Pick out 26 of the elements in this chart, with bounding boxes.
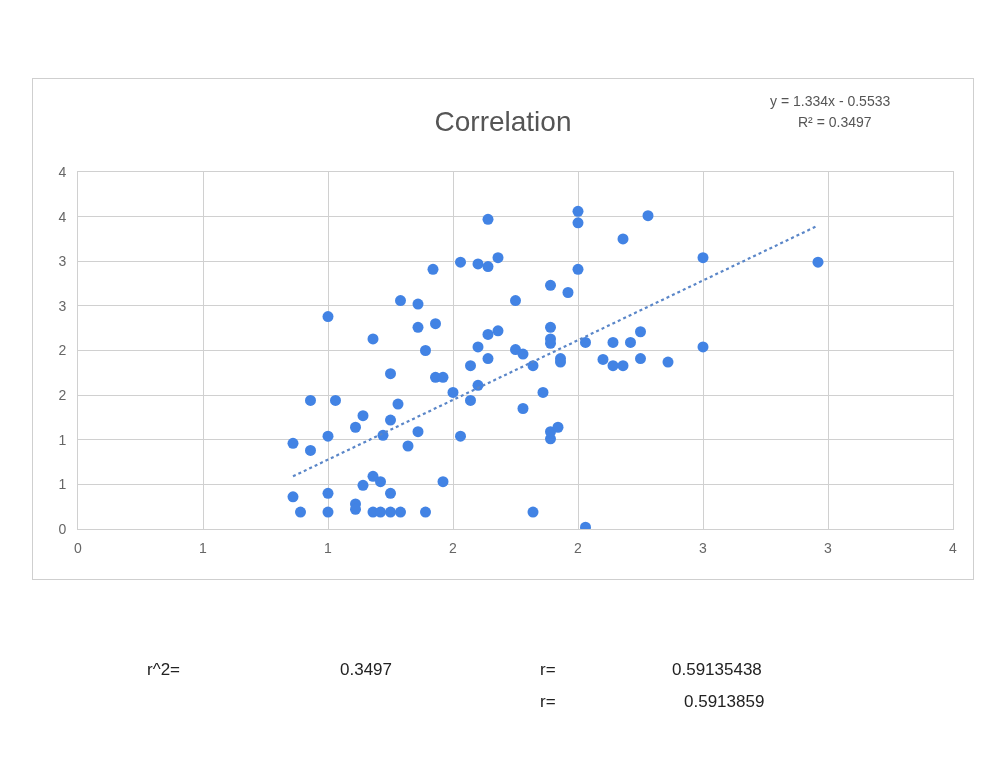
- text: y = 1.334x - 0.5533: [770, 93, 891, 109]
- x-tick-label: 1: [324, 539, 333, 556]
- text: R² = 0.3497: [798, 114, 872, 130]
- x-tick-label: 2: [574, 539, 583, 556]
- text: 0.5913859: [684, 692, 765, 712]
- x-tick-label: 4: [949, 539, 958, 556]
- text: 0.59135438: [672, 660, 762, 680]
- y-tick-label: 4: [58, 208, 67, 225]
- x-tick-label: 0: [74, 539, 83, 556]
- y-tick-label: 2: [58, 387, 67, 404]
- x-tick-label: 2: [449, 539, 458, 556]
- y-tick-label: 1: [58, 431, 67, 448]
- y-tick-label: 1: [58, 476, 67, 493]
- y-tick-label: 2: [58, 342, 67, 359]
- text: 0.3497: [340, 660, 392, 680]
- x-tick-label: 1: [199, 539, 208, 556]
- x-tick-label: 3: [824, 539, 833, 556]
- y-tick-label: 0: [58, 520, 67, 537]
- text: r=: [540, 660, 556, 680]
- chart-title: Correlation: [434, 106, 572, 138]
- y-tick-label: 3: [58, 253, 67, 270]
- x-tick-label: 3: [699, 539, 708, 556]
- y-tick-label: 3: [58, 297, 67, 314]
- y-tick-label: 4: [58, 163, 67, 180]
- text: r^2=: [147, 660, 181, 680]
- text: r=: [540, 692, 556, 712]
